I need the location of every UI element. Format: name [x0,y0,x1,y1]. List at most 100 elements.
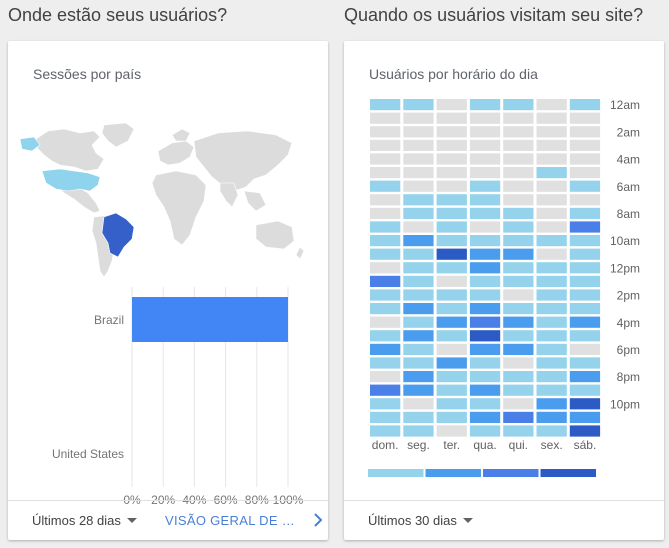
heatmap-cell[interactable] [403,425,434,437]
heatmap-cell[interactable] [536,248,567,260]
heatmap-cell[interactable] [503,99,534,111]
heatmap-cell[interactable] [370,343,401,355]
heatmap-cell[interactable] [436,207,467,219]
heatmap-cell[interactable] [469,153,501,165]
heatmap-cell[interactable] [536,262,567,274]
heatmap-cell[interactable] [469,207,501,219]
heatmap-cell[interactable] [403,221,434,233]
heatmap-cell[interactable] [403,139,434,151]
heatmap-cell[interactable] [469,180,501,192]
heatmap-cell[interactable] [436,194,467,206]
heatmap-cell[interactable] [436,384,467,396]
heatmap-cell[interactable] [403,248,434,260]
heatmap-cell[interactable] [569,207,601,219]
chevron-right-icon[interactable] [313,512,323,528]
heatmap-cell[interactable] [469,235,501,247]
heatmap-cell[interactable] [370,180,401,192]
heatmap-cell[interactable] [503,357,534,369]
heatmap-cell[interactable] [370,411,401,423]
heatmap-cell[interactable] [403,371,434,383]
date-range-dropdown-30[interactable]: Últimos 30 dias [368,513,473,528]
heatmap-cell[interactable] [370,126,401,138]
heatmap-cell[interactable] [469,194,501,206]
heatmap-cell[interactable] [370,316,401,328]
heatmap-cell[interactable] [503,221,534,233]
heatmap-cell[interactable] [403,235,434,247]
heatmap-cell[interactable] [370,167,401,179]
heatmap-cell[interactable] [436,221,467,233]
heatmap-cell[interactable] [469,303,501,315]
heatmap-cell[interactable] [536,194,567,206]
heatmap-cell[interactable] [503,194,534,206]
heatmap-cell[interactable] [569,153,601,165]
heatmap-cell[interactable] [503,398,534,410]
heatmap-cell[interactable] [403,411,434,423]
heatmap-cell[interactable] [536,343,567,355]
heatmap-cell[interactable] [469,330,501,342]
heatmap-cell[interactable] [370,275,401,287]
heatmap-cell[interactable] [569,167,601,179]
heatmap-cell[interactable] [569,330,601,342]
heatmap-cell[interactable] [436,126,467,138]
heatmap-cell[interactable] [436,180,467,192]
heatmap-cell[interactable] [569,275,601,287]
heatmap-cell[interactable] [469,343,501,355]
heatmap-cell[interactable] [569,112,601,124]
heatmap-cell[interactable] [370,221,401,233]
heatmap-cell[interactable] [503,139,534,151]
heatmap-cell[interactable] [536,330,567,342]
heatmap-cell[interactable] [436,371,467,383]
heatmap-cell[interactable] [569,343,601,355]
heatmap-cell[interactable] [403,112,434,124]
heatmap-cell[interactable] [370,262,401,274]
date-range-dropdown-28[interactable]: Últimos 28 dias [32,513,137,528]
heatmap-cell[interactable] [569,411,601,423]
heatmap-cell[interactable] [403,153,434,165]
heatmap-cell[interactable] [536,425,567,437]
heatmap-cell[interactable] [536,357,567,369]
heatmap-cell[interactable] [569,316,601,328]
heatmap-cell[interactable] [436,289,467,301]
heatmap-cell[interactable] [436,398,467,410]
heatmap-cell[interactable] [503,371,534,383]
heatmap-cell[interactable] [569,221,601,233]
heatmap-cell[interactable] [403,126,434,138]
heatmap-cell[interactable] [436,235,467,247]
heatmap-cell[interactable] [503,207,534,219]
heatmap-cell[interactable] [536,180,567,192]
heatmap-cell[interactable] [569,126,601,138]
heatmap-cell[interactable] [569,371,601,383]
heatmap-cell[interactable] [403,262,434,274]
heatmap-cell[interactable] [503,275,534,287]
heatmap-cell[interactable] [436,411,467,423]
heatmap-cell[interactable] [569,262,601,274]
heatmap-cell[interactable] [536,139,567,151]
heatmap-cell[interactable] [403,167,434,179]
heatmap-cell[interactable] [403,384,434,396]
heatmap-cell[interactable] [436,248,467,260]
heatmap-cell[interactable] [469,289,501,301]
heatmap-cell[interactable] [503,303,534,315]
heatmap-cell[interactable] [436,139,467,151]
heatmap-cell[interactable] [370,330,401,342]
heatmap-cell[interactable] [370,112,401,124]
heatmap-cell[interactable] [370,153,401,165]
heatmap-cell[interactable] [469,425,501,437]
heatmap-cell[interactable] [469,139,501,151]
heatmap-cell[interactable] [469,99,501,111]
heatmap-cell[interactable] [503,316,534,328]
heatmap-cell[interactable] [469,248,501,260]
heatmap-cell[interactable] [403,194,434,206]
heatmap-cell[interactable] [503,289,534,301]
heatmap-cell[interactable] [503,262,534,274]
heatmap-cell[interactable] [569,194,601,206]
heatmap-cell[interactable] [536,289,567,301]
heatmap-cell[interactable] [436,316,467,328]
heatmap-cell[interactable] [469,112,501,124]
heatmap-cell[interactable] [503,425,534,437]
heatmap-cell[interactable] [469,357,501,369]
heatmap-cell[interactable] [403,343,434,355]
heatmap-cell[interactable] [469,371,501,383]
heatmap-cell[interactable] [569,384,601,396]
heatmap-cell[interactable] [403,275,434,287]
